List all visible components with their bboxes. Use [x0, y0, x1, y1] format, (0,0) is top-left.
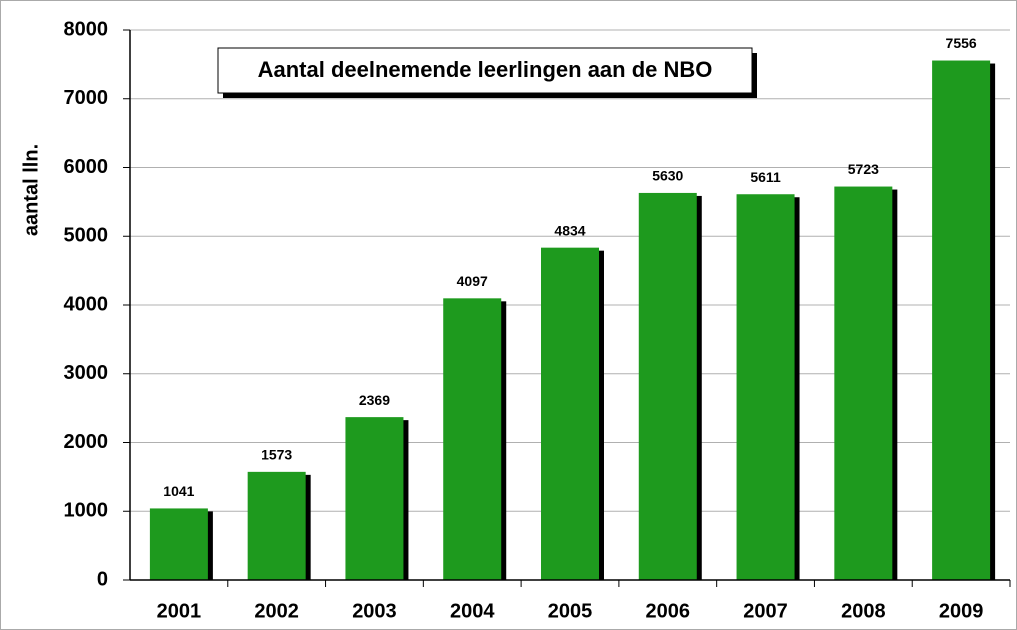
y-tick-label: 4000: [64, 293, 109, 315]
data-label: 1573: [261, 447, 292, 463]
x-tick-label: 2009: [939, 600, 984, 622]
bar: [345, 417, 404, 580]
data-label: 5723: [848, 161, 879, 177]
chart-title: Aantal deelnemende leerlingen aan de NBO: [258, 57, 713, 82]
y-tick-label: 7000: [64, 87, 109, 109]
bar: [443, 298, 502, 580]
x-tick-label: 2004: [450, 600, 495, 622]
bar: [149, 508, 208, 580]
bar: [736, 194, 795, 580]
data-label: 1041: [163, 483, 194, 499]
y-tick-label: 1000: [64, 500, 109, 522]
data-label: 7556: [946, 35, 977, 51]
bar: [247, 471, 306, 580]
data-label: 4834: [554, 222, 585, 238]
data-label: 4097: [457, 273, 488, 289]
y-tick-label: 2000: [64, 431, 109, 453]
y-tick-label: 3000: [64, 362, 109, 384]
data-label: 5611: [750, 169, 781, 185]
x-tick-label: 2007: [743, 600, 788, 622]
bar: [541, 247, 599, 580]
x-tick-label: 2001: [157, 600, 202, 622]
x-tick-label: 2006: [646, 600, 691, 622]
bar: [834, 186, 893, 580]
bar: [638, 192, 697, 580]
y-tick-label: 0: [97, 568, 108, 590]
data-label: 5630: [652, 168, 683, 184]
y-axis-label: aantal lln.: [20, 144, 42, 236]
data-label: 2369: [359, 392, 390, 408]
bar: [932, 60, 991, 580]
y-tick-label: 5000: [64, 225, 109, 247]
title-box: [217, 47, 753, 94]
y-tick-label: 6000: [64, 156, 109, 178]
x-tick-label: 2008: [841, 600, 886, 622]
x-tick-label: 2002: [254, 600, 299, 622]
y-tick-label: 8000: [64, 18, 109, 40]
x-tick-label: 2003: [352, 600, 397, 622]
x-tick-label: 2005: [548, 600, 593, 622]
